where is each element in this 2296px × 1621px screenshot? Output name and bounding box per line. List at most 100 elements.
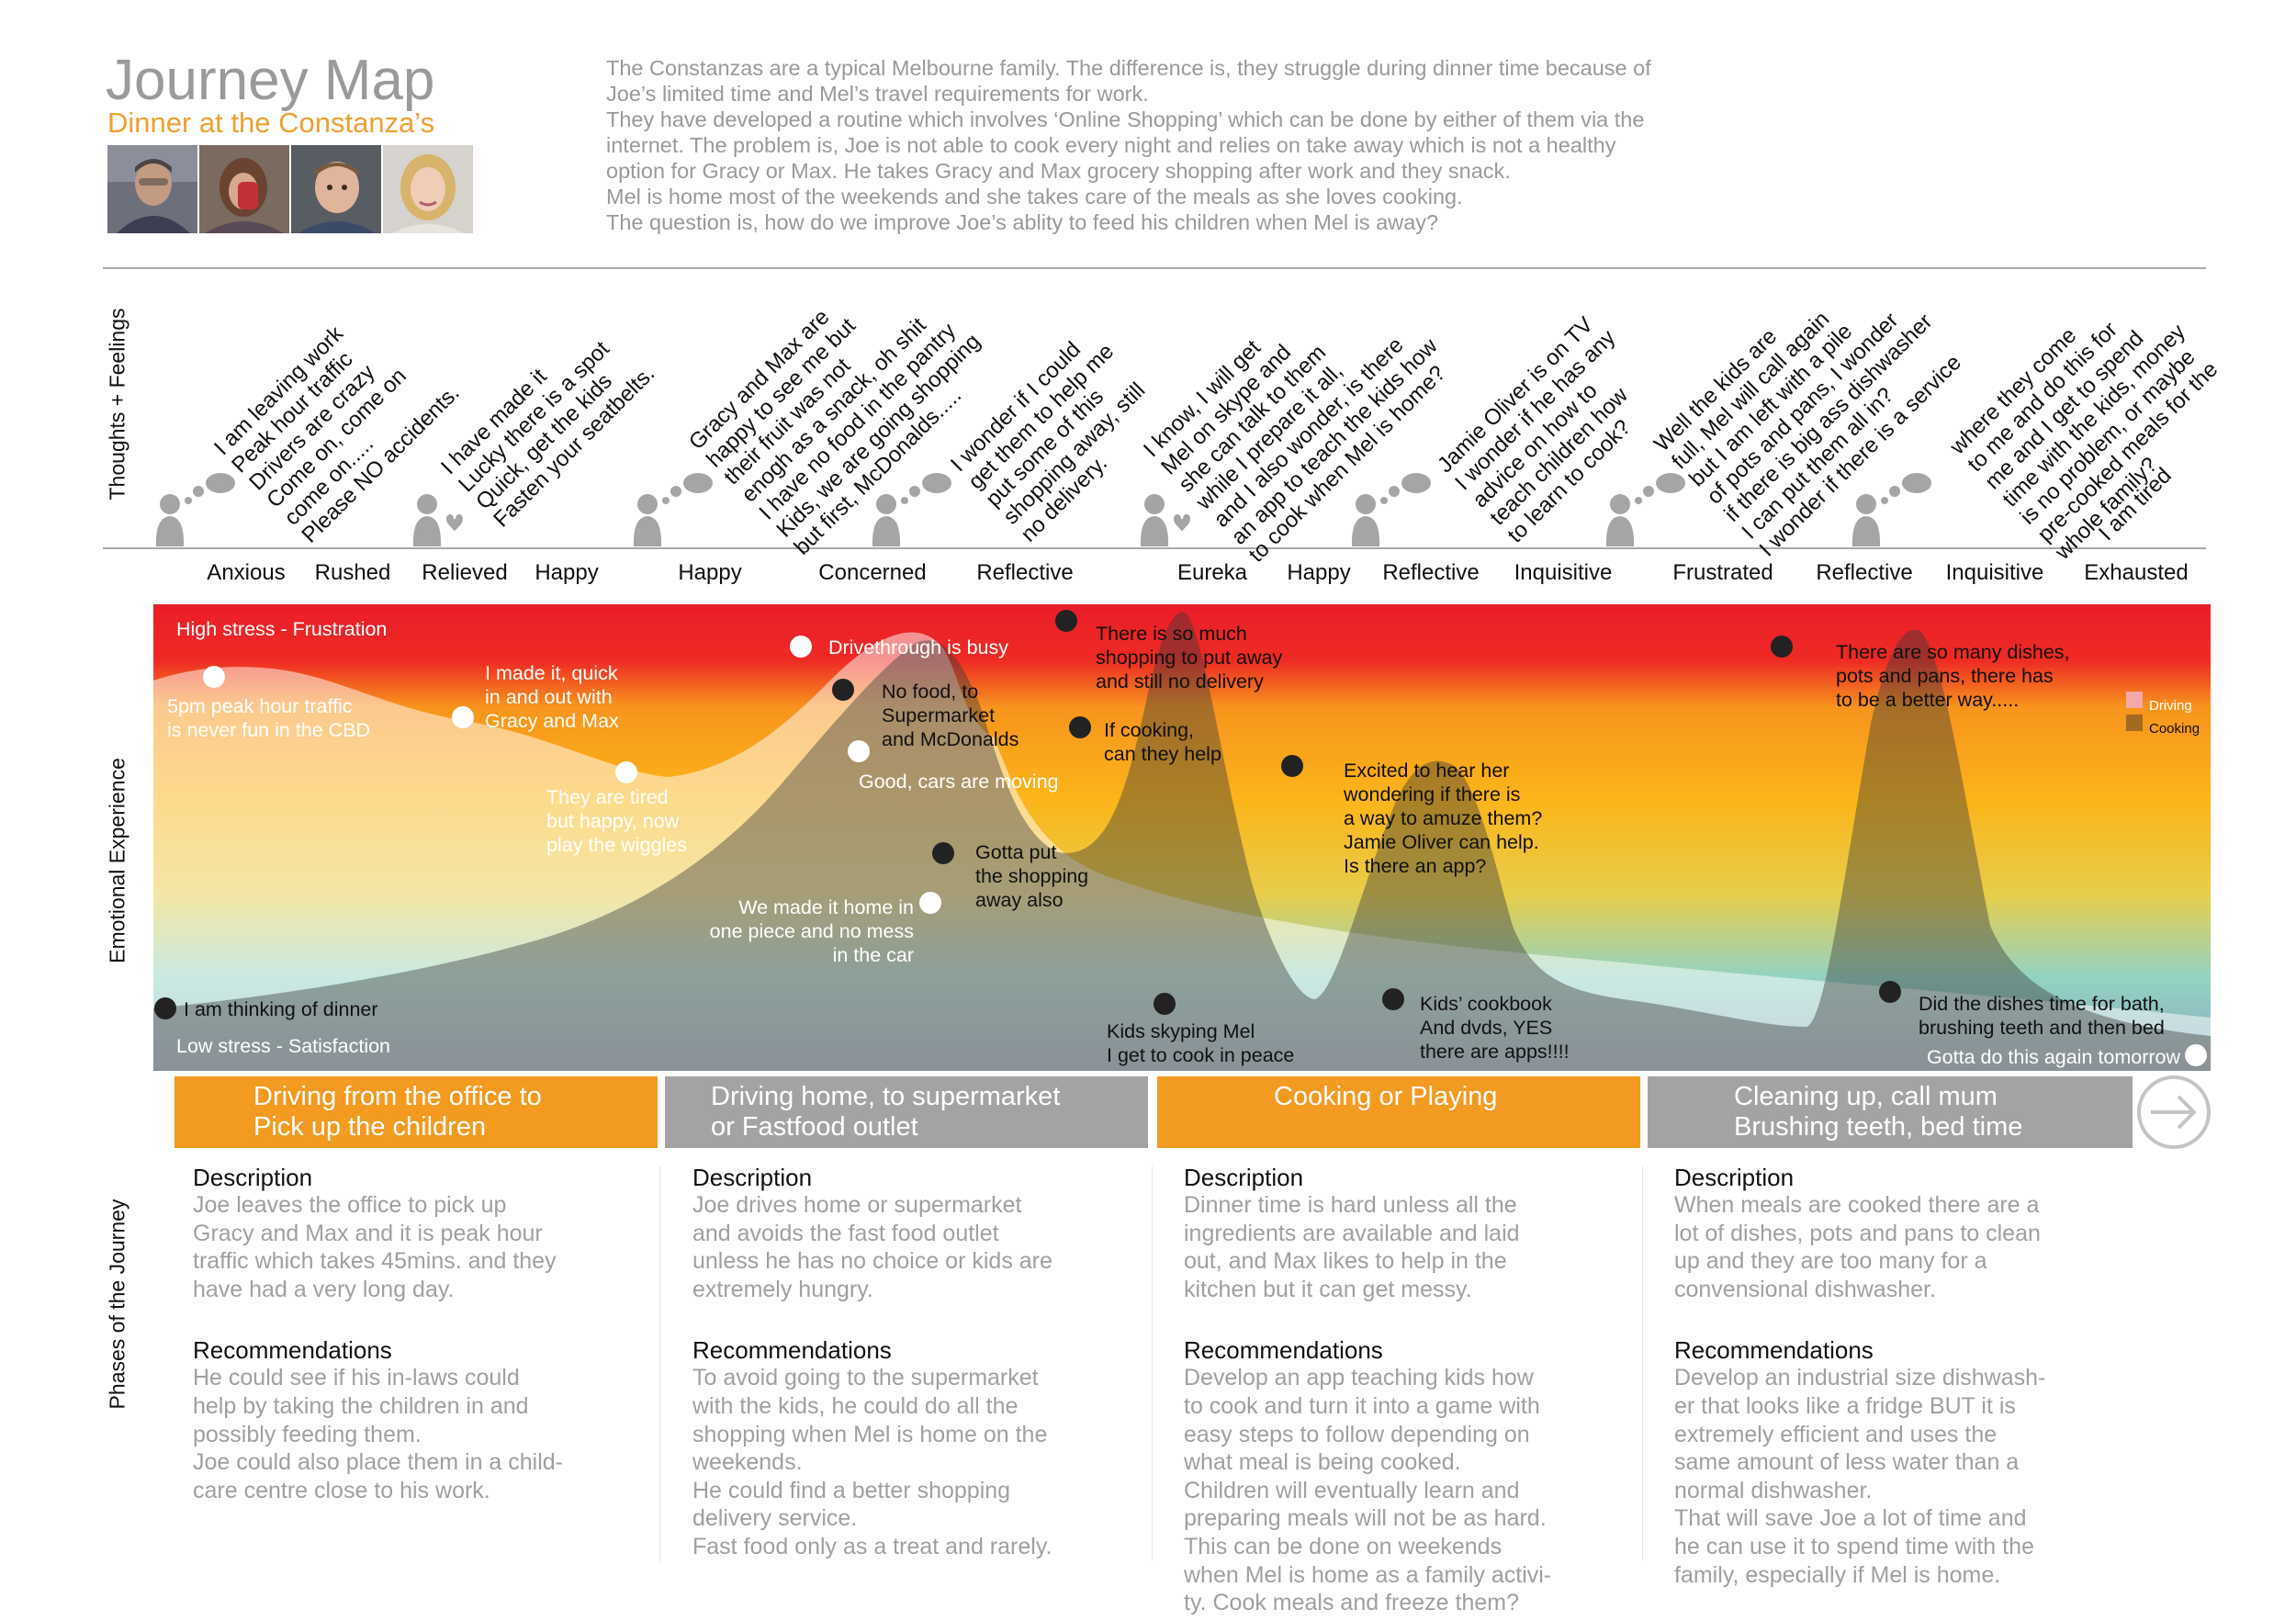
recommendations-text: To avoid going to the supermarket with t… [692,1365,1052,1559]
driving-point [203,666,225,688]
column-divider [1642,1166,1643,1561]
description-heading: Description [193,1164,313,1191]
cooking-point [1771,636,1793,658]
chart-bottom-label: Low stress - Satisfaction [176,1035,391,1057]
driving-point [2185,1044,2207,1066]
divider [103,547,2206,549]
driving-point [452,706,474,728]
recommendations-text: Develop an app teaching kids how to cook… [1184,1365,1552,1616]
chart-annotation: I am thinking of dinner [184,998,378,1020]
chart-annotation: Did the dishes time for bath, brushing t… [1919,993,2165,1039]
chart-annotation: They are tired but happy, now play the w… [546,786,687,856]
cooking-point [1879,981,1901,1003]
chart-annotation: There is so much shopping to put away an… [1096,623,1283,692]
cooking-point [154,997,176,1019]
chart-annotation: There are so many dishes, pots and pans,… [1836,641,2070,711]
driving-wave [153,632,2211,1071]
emotion-label: Frustrated [1672,560,1773,585]
recommendations-heading: Recommendations [1674,1336,1874,1365]
description-heading: Description [1184,1164,1304,1191]
intro-line: The question is, how do we improve Joe’s… [606,210,1439,234]
intro-line: internet. The problem is, Joe is not abl… [606,133,1616,157]
intro-line: Joe’s limited time and Mel’s travel requ… [606,82,1149,106]
phase-column: Description When meals are cooked there … [1674,1164,2133,1589]
driving-point [919,892,941,914]
emotion-label: Eureka [1176,560,1248,585]
chart-annotation: If cooking, can they help [1104,719,1221,765]
intro-line: The Constanzas are a typical Melbourne f… [606,56,1651,80]
description-text: Joe leaves the office to pick up Gracy a… [193,1192,557,1302]
mother-photo [383,145,473,233]
axis-label-phases: Phases of the Journey [105,1199,129,1410]
intro-line: option for Gracy or Max. He takes Gracy … [606,159,1511,183]
emotion-label: Reflective [1816,560,1913,585]
person-thinking-icon [872,473,951,546]
legend-driving-swatch [2126,692,2143,708]
description-heading: Description [692,1164,813,1191]
phase-column: Description Dinner time is hard unless a… [1184,1164,1643,1617]
arrow-right-circle-icon[interactable] [2136,1075,2212,1150]
divider [103,267,2206,269]
driving-point [615,761,637,783]
column-divider [1152,1166,1153,1561]
chart-annotation: Kids skyping Mel I get to cook in peace [1107,1020,1295,1066]
father-photo [107,145,197,233]
legend-driving-label: Driving [2149,698,2192,714]
cooking-wave [153,612,2211,1071]
emotion-label: Exhausted [2084,560,2189,585]
recommendations-text: Develop an industrial size dishwash- er … [1674,1365,2046,1588]
cooking-point [1154,993,1176,1015]
phase-bar: Cleaning up, call mum Brushing teeth, be… [1648,1076,2133,1148]
axis-label-emotional: Emotional Experience [105,758,129,963]
chart-annotation: Good, cars are moving [859,771,1059,793]
emotion-label: Rushed [314,560,391,585]
person-heart-icon [1140,494,1192,546]
recommendations-text: He could see if his in-laws could help b… [193,1365,564,1503]
chart-top-label: High stress - Frustration [176,618,388,640]
page-title: Journey Map [106,49,435,112]
driving-point [848,740,870,762]
son-photo [291,145,381,233]
chart-annotation: No food, to Supermarket and McDonalds [882,681,1019,750]
phase-column: Description Joe drives home or supermark… [692,1164,1152,1561]
person-heart-icon [412,494,465,546]
phase-bar: Driving home, to supermarket or Fastfood… [665,1076,1148,1148]
emotion-label: Concerned [818,560,927,585]
description-text: When meals are cooked there are a lot of… [1674,1192,2041,1302]
emotion-label: Inquisitive [1514,560,1613,585]
person-thinking-icon [155,473,235,546]
phase-bar: Cooking or Playing [1157,1076,1640,1148]
recommendations-heading: Recommendations [692,1336,892,1365]
description-text: Joe drives home or supermarket and avoid… [692,1192,1052,1302]
emotion-label: Inquisitive [1945,560,2044,585]
person-thinking-icon [633,473,713,546]
legend-cooking-swatch [2126,715,2143,731]
intro-text: The Constanzas are a typical Melbourne f… [606,55,1828,235]
phase-column: Description Joe leaves the office to pic… [193,1164,652,1504]
cooking-point [1069,716,1091,738]
recommendations-heading: Recommendations [193,1336,392,1365]
description-text: Dinner time is hard unless all the ingre… [1184,1192,1520,1302]
chart-annotation: Gotta put the shopping away also [975,841,1089,911]
cooking-point [1281,755,1303,777]
cooking-point [1055,610,1077,632]
cooking-point [932,842,954,864]
driving-point [790,636,812,658]
person-thinking-icon [1605,473,1685,546]
emotion-label: Happy [1287,560,1351,585]
emotional-experience-chart [153,604,2211,1071]
intro-line: Mel is home most of the weekends and she… [606,185,1463,208]
recommendations-heading: Recommendations [1184,1336,1383,1365]
chart-annotation: I made it, quick in and out with Gracy a… [485,662,619,732]
emotion-label: Happy [535,560,599,585]
chart-annotation: Drivethrough is busy [828,636,1008,659]
cooking-point [1382,988,1404,1010]
phase-bar: Driving from the office to Pick up the c… [174,1076,658,1148]
column-divider [659,1166,660,1561]
chart-annotation: Excited to hear her wondering if there i… [1344,760,1543,877]
chart-annotation: Gotta do this again tomorrow [1926,1046,2180,1068]
emotion-label: Anxious [207,560,286,585]
emotion-label: Reflective [1382,560,1480,585]
legend-cooking-label: Cooking [2149,721,2200,737]
intro-line: They have developed a routine which invo… [606,107,1645,131]
